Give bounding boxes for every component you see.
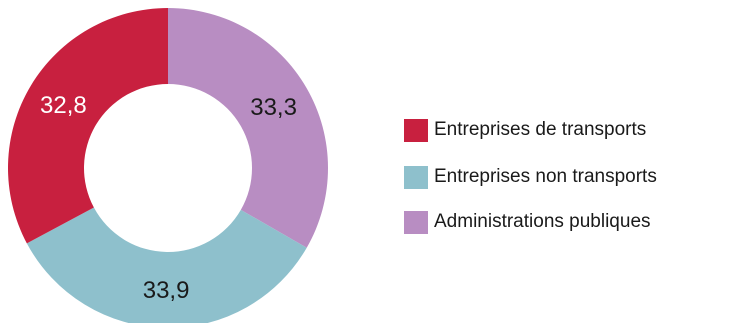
legend-label: Administrations publiques [434, 211, 651, 232]
donut-slices [7, 8, 328, 323]
slice-value-label: 32,8 [40, 92, 87, 119]
donut-slice-2 [7, 8, 169, 244]
donut-chart: 33,3 33,9 32,8 [7, 8, 328, 323]
legend-swatch [404, 165, 428, 189]
legend-item-transports: Entreprises de transports [404, 115, 657, 145]
donut-slice-1 [26, 207, 307, 323]
legend-item-administrations: Administrations publiques [404, 207, 657, 237]
legend-swatch [404, 210, 428, 234]
legend-label: Entreprises non transports [434, 166, 657, 187]
legend-swatch [404, 118, 428, 142]
slice-value-label: 33,9 [143, 277, 190, 304]
slice-value-label: 33,3 [250, 94, 297, 121]
donut-slice-0 [168, 8, 328, 248]
legend: Entreprises de transports Entreprises no… [404, 115, 657, 254]
donut-labels: 33,3 33,9 32,8 [40, 92, 297, 304]
legend-item-non-transports: Entreprises non transports [404, 162, 657, 192]
legend-label: Entreprises de transports [434, 119, 647, 140]
